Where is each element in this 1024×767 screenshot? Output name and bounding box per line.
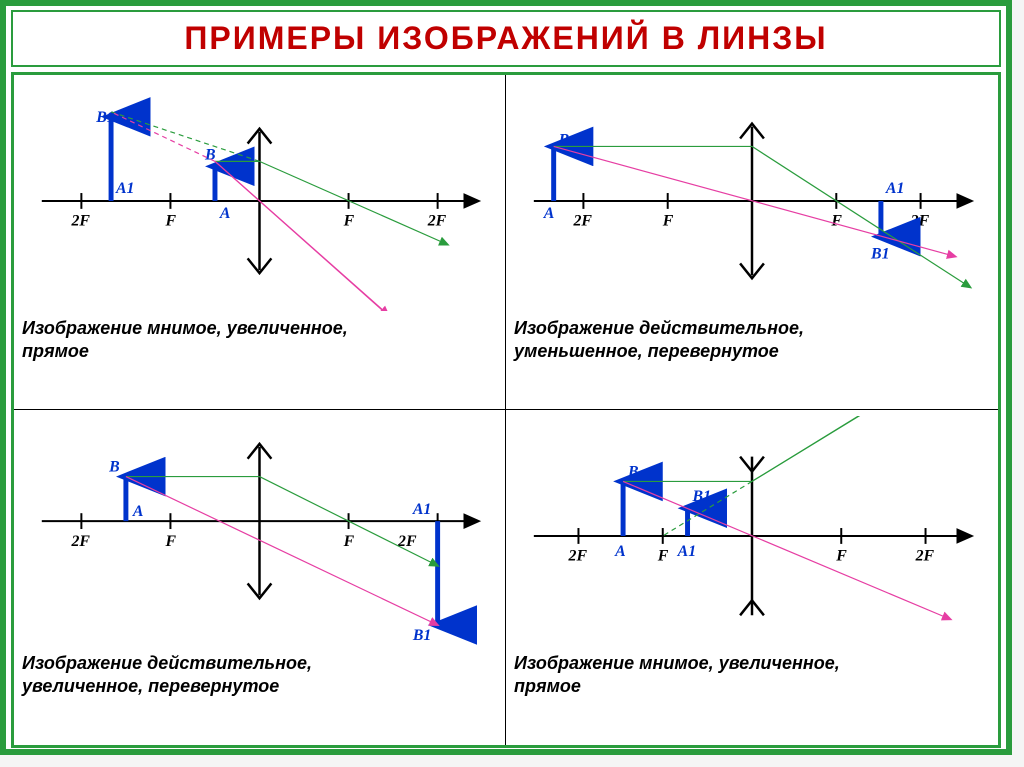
label-2F: 2F	[910, 213, 930, 230]
label-F: F	[830, 213, 842, 230]
label-2F: 2F	[70, 213, 90, 230]
label-A1: A1	[677, 543, 697, 560]
label-F: F	[164, 533, 176, 550]
title-bar: ПРИМЕРЫ ИЗОБРАЖЕНИЙ В ЛИНЗЫ	[11, 10, 1001, 67]
label-A1: A1	[885, 180, 905, 197]
caption-line: уменьшенное, перевернутое	[514, 341, 779, 361]
caption-line: Изображение действительное,	[22, 653, 312, 673]
caption-line: Изображение мнимое, увеличенное,	[22, 318, 348, 338]
panel-bottom-right: 2F F F 2F A B A1 B1	[506, 410, 998, 745]
label-2F: 2F	[70, 533, 90, 550]
diagram-bl: 2F F F 2F A B A1 B1	[22, 416, 497, 646]
label-F: F	[662, 213, 674, 230]
label-B1: B1	[412, 627, 431, 644]
label-F: F	[657, 548, 669, 565]
label-2F: 2F	[568, 548, 588, 565]
panel-top-left: 2F F F 2F A B A1 B1	[14, 75, 506, 410]
label-B: B	[108, 459, 120, 476]
label-F: F	[343, 533, 355, 550]
caption-bl: Изображение действительное, увеличенное,…	[22, 652, 497, 699]
label-B1: B1	[870, 245, 890, 262]
label-A1: A1	[115, 180, 134, 197]
outer-frame: ПРИМЕРЫ ИЗОБРАЖЕНИЙ В ЛИНЗЫ	[0, 0, 1012, 755]
caption-line: прямое	[514, 676, 581, 696]
caption-line: Изображение мнимое, увеличенное,	[514, 653, 840, 673]
page-title: ПРИМЕРЫ ИЗОБРАЖЕНИЙ В ЛИНЗЫ	[184, 20, 827, 56]
label-A: A	[132, 503, 144, 520]
caption-line: прямое	[22, 341, 89, 361]
label-B1: B1	[95, 109, 114, 126]
label-B: B	[627, 463, 639, 480]
diagram-br: 2F F F 2F A B A1 B1	[514, 416, 990, 646]
label-A: A	[219, 205, 231, 222]
label-F: F	[164, 213, 176, 230]
caption-line: увеличенное, перевернутое	[22, 676, 279, 696]
label-2F: 2F	[427, 213, 447, 230]
label-B1: B1	[692, 488, 712, 505]
diagram-grid: 2F F F 2F A B A1 B1	[11, 72, 1001, 748]
label-2F: 2F	[573, 213, 593, 230]
label-A1: A1	[412, 501, 431, 518]
diagram-tr: 2F F F 2F A B A1 B1	[514, 81, 990, 311]
label-2F: 2F	[915, 548, 935, 565]
label-A: A	[614, 543, 626, 560]
caption-tl: Изображение мнимое, увеличенное, прямое	[22, 317, 497, 364]
panel-top-right: 2F F F 2F A B A1 B1	[506, 75, 998, 410]
caption-br: Изображение мнимое, увеличенное, прямое	[514, 652, 990, 699]
label-A: A	[543, 205, 555, 222]
label-F: F	[343, 213, 355, 230]
diagram-tl: 2F F F 2F A B A1 B1	[22, 81, 497, 311]
caption-line: Изображение действительное,	[514, 318, 804, 338]
panel-bottom-left: 2F F F 2F A B A1 B1	[14, 410, 506, 745]
caption-tr: Изображение действительное, уменьшенное,…	[514, 317, 990, 364]
label-F: F	[835, 548, 847, 565]
